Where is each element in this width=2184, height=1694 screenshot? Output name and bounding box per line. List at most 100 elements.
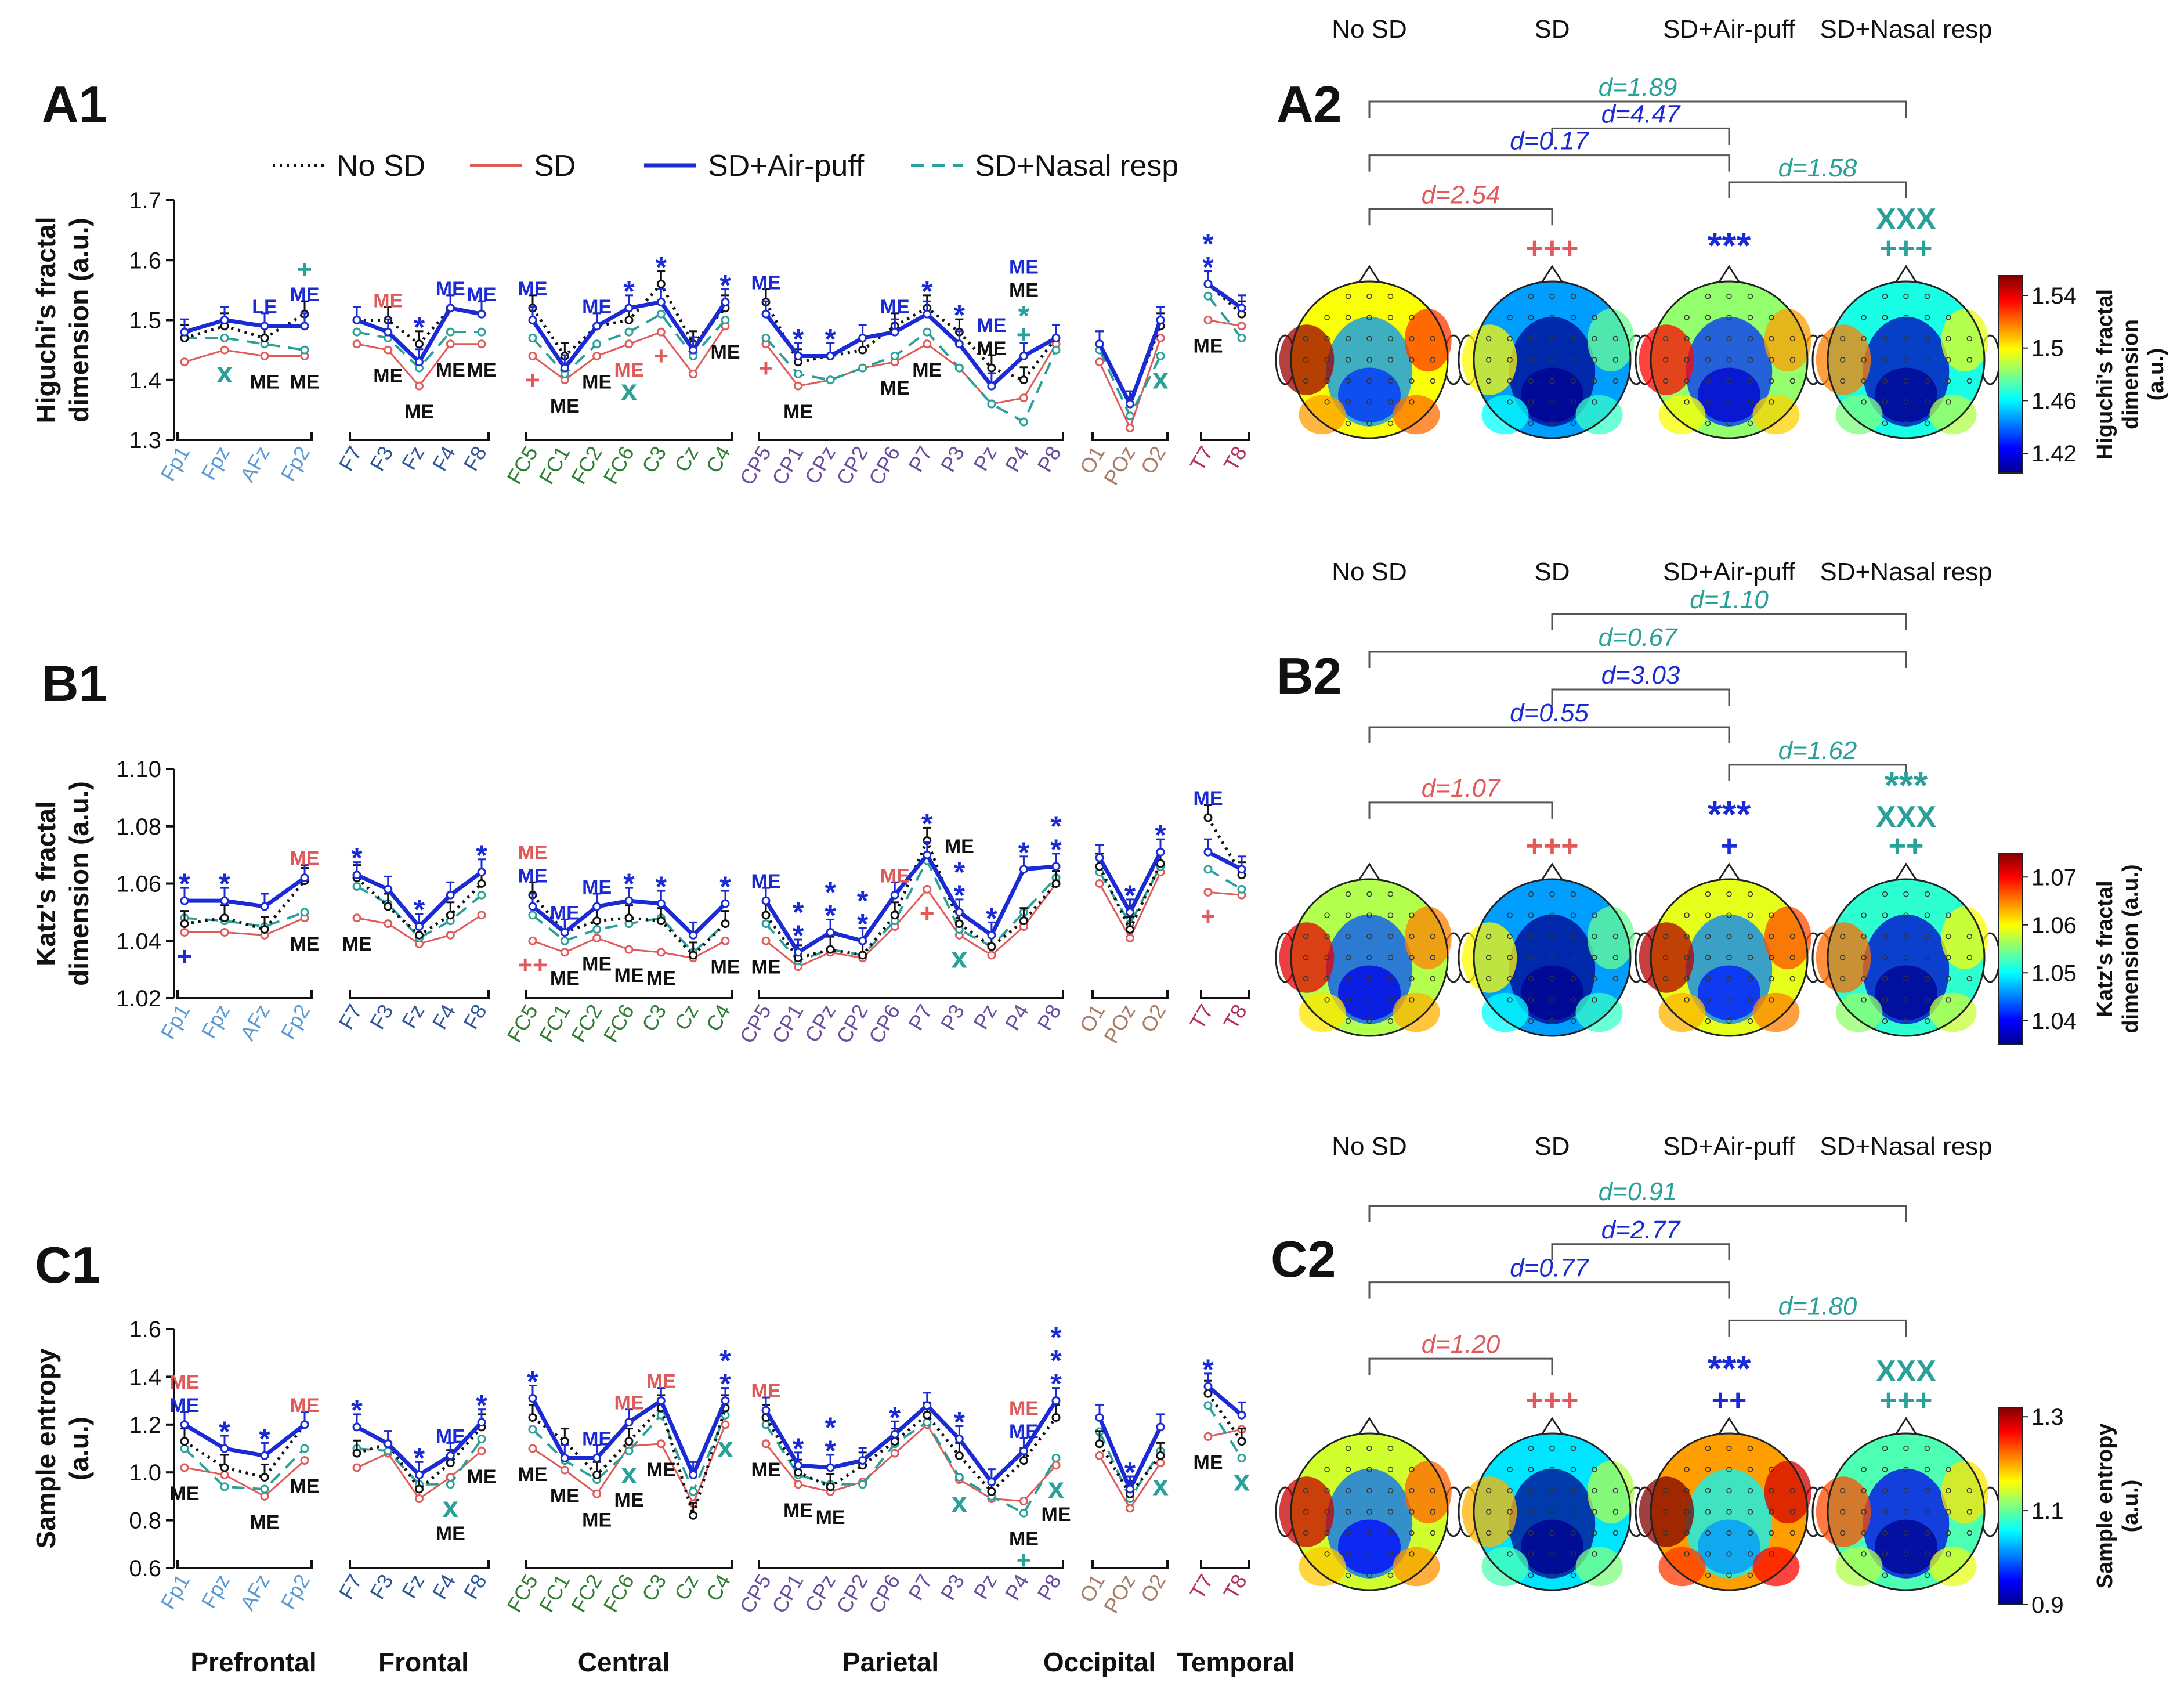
data-point: [260, 902, 269, 911]
topomap-significance-marker: ***: [1708, 793, 1751, 835]
significance-marker: *: [719, 1345, 731, 1377]
data-point: [300, 908, 309, 917]
x-axis-segment: [758, 1560, 1064, 1569]
data-point: [1237, 333, 1246, 342]
significance-marker: ME: [582, 371, 612, 393]
electrode: [1903, 1530, 1909, 1536]
data-point: [858, 345, 867, 355]
data-point: [624, 913, 634, 923]
data-point: [761, 1439, 771, 1449]
x-axis-segment: [1091, 990, 1169, 999]
electrode: [1882, 315, 1888, 320]
electrode: [1924, 357, 1930, 363]
x-axis-segment: [176, 990, 313, 999]
data-point: [656, 1396, 666, 1406]
electrode: [1966, 357, 1973, 363]
significance-marker: *: [825, 1411, 836, 1444]
electrode: [1324, 933, 1330, 940]
data-point: [446, 1480, 455, 1489]
channel-label: POz: [1099, 442, 1140, 489]
electrode: [1612, 955, 1619, 960]
significance-marker: *: [414, 311, 425, 344]
electrode: [1747, 997, 1753, 1003]
electrode: [1705, 1572, 1711, 1579]
significance-marker: ME: [518, 1464, 548, 1486]
electrode: [1861, 976, 1867, 982]
topomap-region: [1575, 1547, 1623, 1587]
channel-label: F8: [458, 442, 491, 475]
data-point: [560, 363, 569, 373]
electrode: [1684, 378, 1690, 384]
electrode: [1387, 1018, 1394, 1024]
channel-label: Fpz: [196, 1570, 234, 1612]
channel-label: F7: [334, 442, 367, 475]
topomap-region: [1875, 965, 1937, 1020]
data-point: [384, 345, 393, 355]
nose: [1541, 265, 1564, 283]
series-line-1: [1207, 891, 1242, 896]
electrode: [1549, 1487, 1555, 1494]
significance-marker: ME: [518, 841, 548, 864]
data-point: [656, 280, 666, 289]
head-outline: [1650, 878, 1809, 1037]
electrode: [1662, 933, 1669, 940]
data-point: [1237, 865, 1246, 874]
significance-marker: ME: [1009, 1397, 1039, 1420]
electrode: [1684, 315, 1690, 320]
electrode: [1324, 1487, 1330, 1494]
topomap-region: [1658, 1547, 1706, 1587]
electrode: [1324, 1509, 1330, 1515]
topomap-region: [1816, 324, 1871, 395]
data-point: [528, 936, 537, 945]
y-tick-label: 1.4: [129, 1364, 161, 1390]
electrode: [1570, 293, 1576, 299]
significance-marker: *: [825, 323, 836, 355]
effect-size-label: d=1.80: [1778, 1292, 1857, 1320]
series-line-0: [1206, 1392, 1243, 1443]
electrode: [1592, 997, 1597, 1003]
electrode: [1966, 335, 1973, 342]
channel-label: P3: [936, 1570, 970, 1605]
topomap-region: [1639, 324, 1694, 395]
topomap-head: [1635, 862, 1824, 1037]
significance-marker: ME: [1042, 1504, 1071, 1526]
electrode: [1366, 1530, 1372, 1536]
data-point: [624, 304, 634, 313]
data-point: [477, 327, 486, 337]
head-outline: [1650, 1432, 1809, 1591]
electrode: [1324, 357, 1330, 363]
electrode: [1345, 1018, 1351, 1024]
topomap-region: [1698, 965, 1760, 1020]
electrode: [1549, 1572, 1555, 1579]
electrode: [1366, 1551, 1372, 1557]
significance-marker: ME: [646, 1371, 676, 1393]
data-point: [560, 1453, 569, 1462]
significance-marker: x: [442, 1491, 458, 1523]
topomap-region: [1299, 992, 1346, 1032]
y-tick-label: 1.08: [116, 814, 161, 840]
electrode: [1903, 1509, 1909, 1515]
electrode: [1705, 357, 1711, 363]
topomap-head: [1811, 265, 2001, 439]
significance-marker: *: [793, 323, 804, 355]
electrode: [1612, 378, 1619, 384]
nose: [1358, 862, 1381, 881]
significance-marker: ME: [816, 1507, 845, 1529]
electrode: [1592, 912, 1597, 918]
data-point: [1203, 1401, 1213, 1410]
significance-marker: ME: [342, 933, 372, 955]
significance-marker: *: [259, 1422, 270, 1455]
significance-marker: *: [623, 868, 635, 900]
effect-size-label: d=0.55: [1510, 699, 1589, 727]
electrode: [1946, 1487, 1951, 1494]
significance-marker: ME: [170, 1395, 200, 1417]
electrode: [1946, 1509, 1951, 1515]
electrode: [1366, 1572, 1372, 1579]
significance-marker: ME: [436, 1523, 465, 1545]
data-point: [987, 1487, 996, 1496]
electrode: [1966, 1487, 1973, 1494]
data-point: [352, 913, 361, 923]
electrode: [1726, 357, 1732, 363]
